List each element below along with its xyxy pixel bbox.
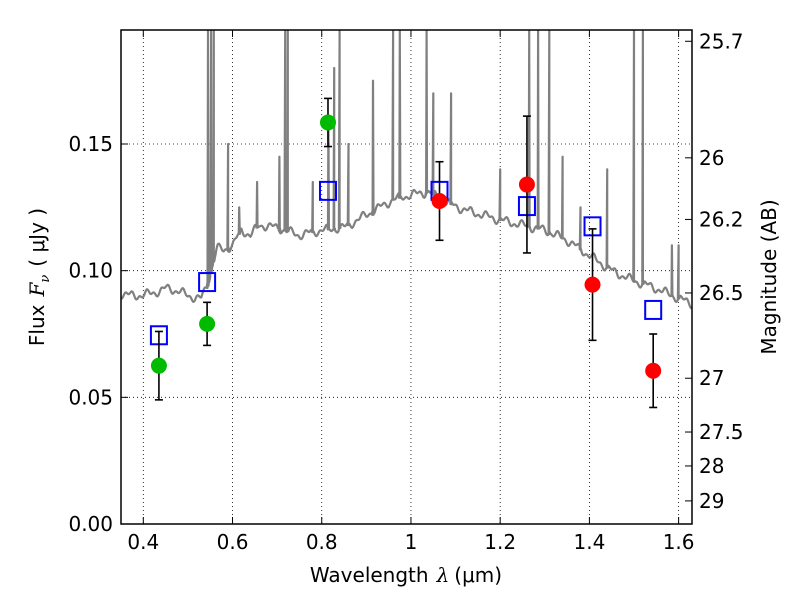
x-tick-label: 0.4 xyxy=(127,530,159,554)
data-point xyxy=(518,176,535,193)
right-tick-label: 28 xyxy=(699,454,724,478)
right-tick-label: 27.5 xyxy=(699,420,744,444)
model-spectrum xyxy=(121,30,692,310)
y-tick-label: 0.10 xyxy=(68,259,113,283)
data-points xyxy=(149,97,663,409)
right-axis-label: Magnitude (AB) xyxy=(757,199,781,354)
data-point xyxy=(431,193,448,209)
right-tick-label: 26.5 xyxy=(699,281,744,305)
y-tick-label: 0.15 xyxy=(68,132,113,156)
y-axis-label: FluxFν( μJy ) xyxy=(25,208,53,346)
y-tick-label: 0.00 xyxy=(68,512,113,536)
x-tick-label: 0.6 xyxy=(217,530,249,554)
axis-ticks: 0.4 0.6 0.8 1 1.2 1.4 1.6 0.00 0.05 0.10 0.15 25.7 2… xyxy=(68,29,743,554)
x-axis-label: Wavelength λ (μm) xyxy=(310,563,502,587)
x-tick-label: 0.8 xyxy=(306,530,338,554)
right-tick-label: 26.2 xyxy=(699,207,744,231)
model-square-marker xyxy=(198,272,217,293)
data-point xyxy=(584,276,601,293)
plot-frame xyxy=(120,29,693,525)
data-point xyxy=(199,315,216,332)
right-tick-label: 27 xyxy=(699,366,724,390)
x-tick-label: 1.6 xyxy=(663,530,695,554)
right-tick-label: 29 xyxy=(699,489,724,513)
right-tick-label: 25.7 xyxy=(699,29,744,53)
right-tick-label: 26 xyxy=(699,146,724,170)
model-square-marker xyxy=(644,299,663,320)
x-tick-label: 1.4 xyxy=(573,530,605,554)
model-square-marker xyxy=(318,180,337,201)
spectrum-line xyxy=(121,30,692,310)
x-tick-label: 1.2 xyxy=(484,530,516,554)
x-tick-label: 1 xyxy=(405,530,418,554)
data-point xyxy=(319,114,336,131)
y-tick-label: 0.05 xyxy=(68,385,113,409)
data-point xyxy=(150,357,167,374)
data-point xyxy=(645,362,662,379)
